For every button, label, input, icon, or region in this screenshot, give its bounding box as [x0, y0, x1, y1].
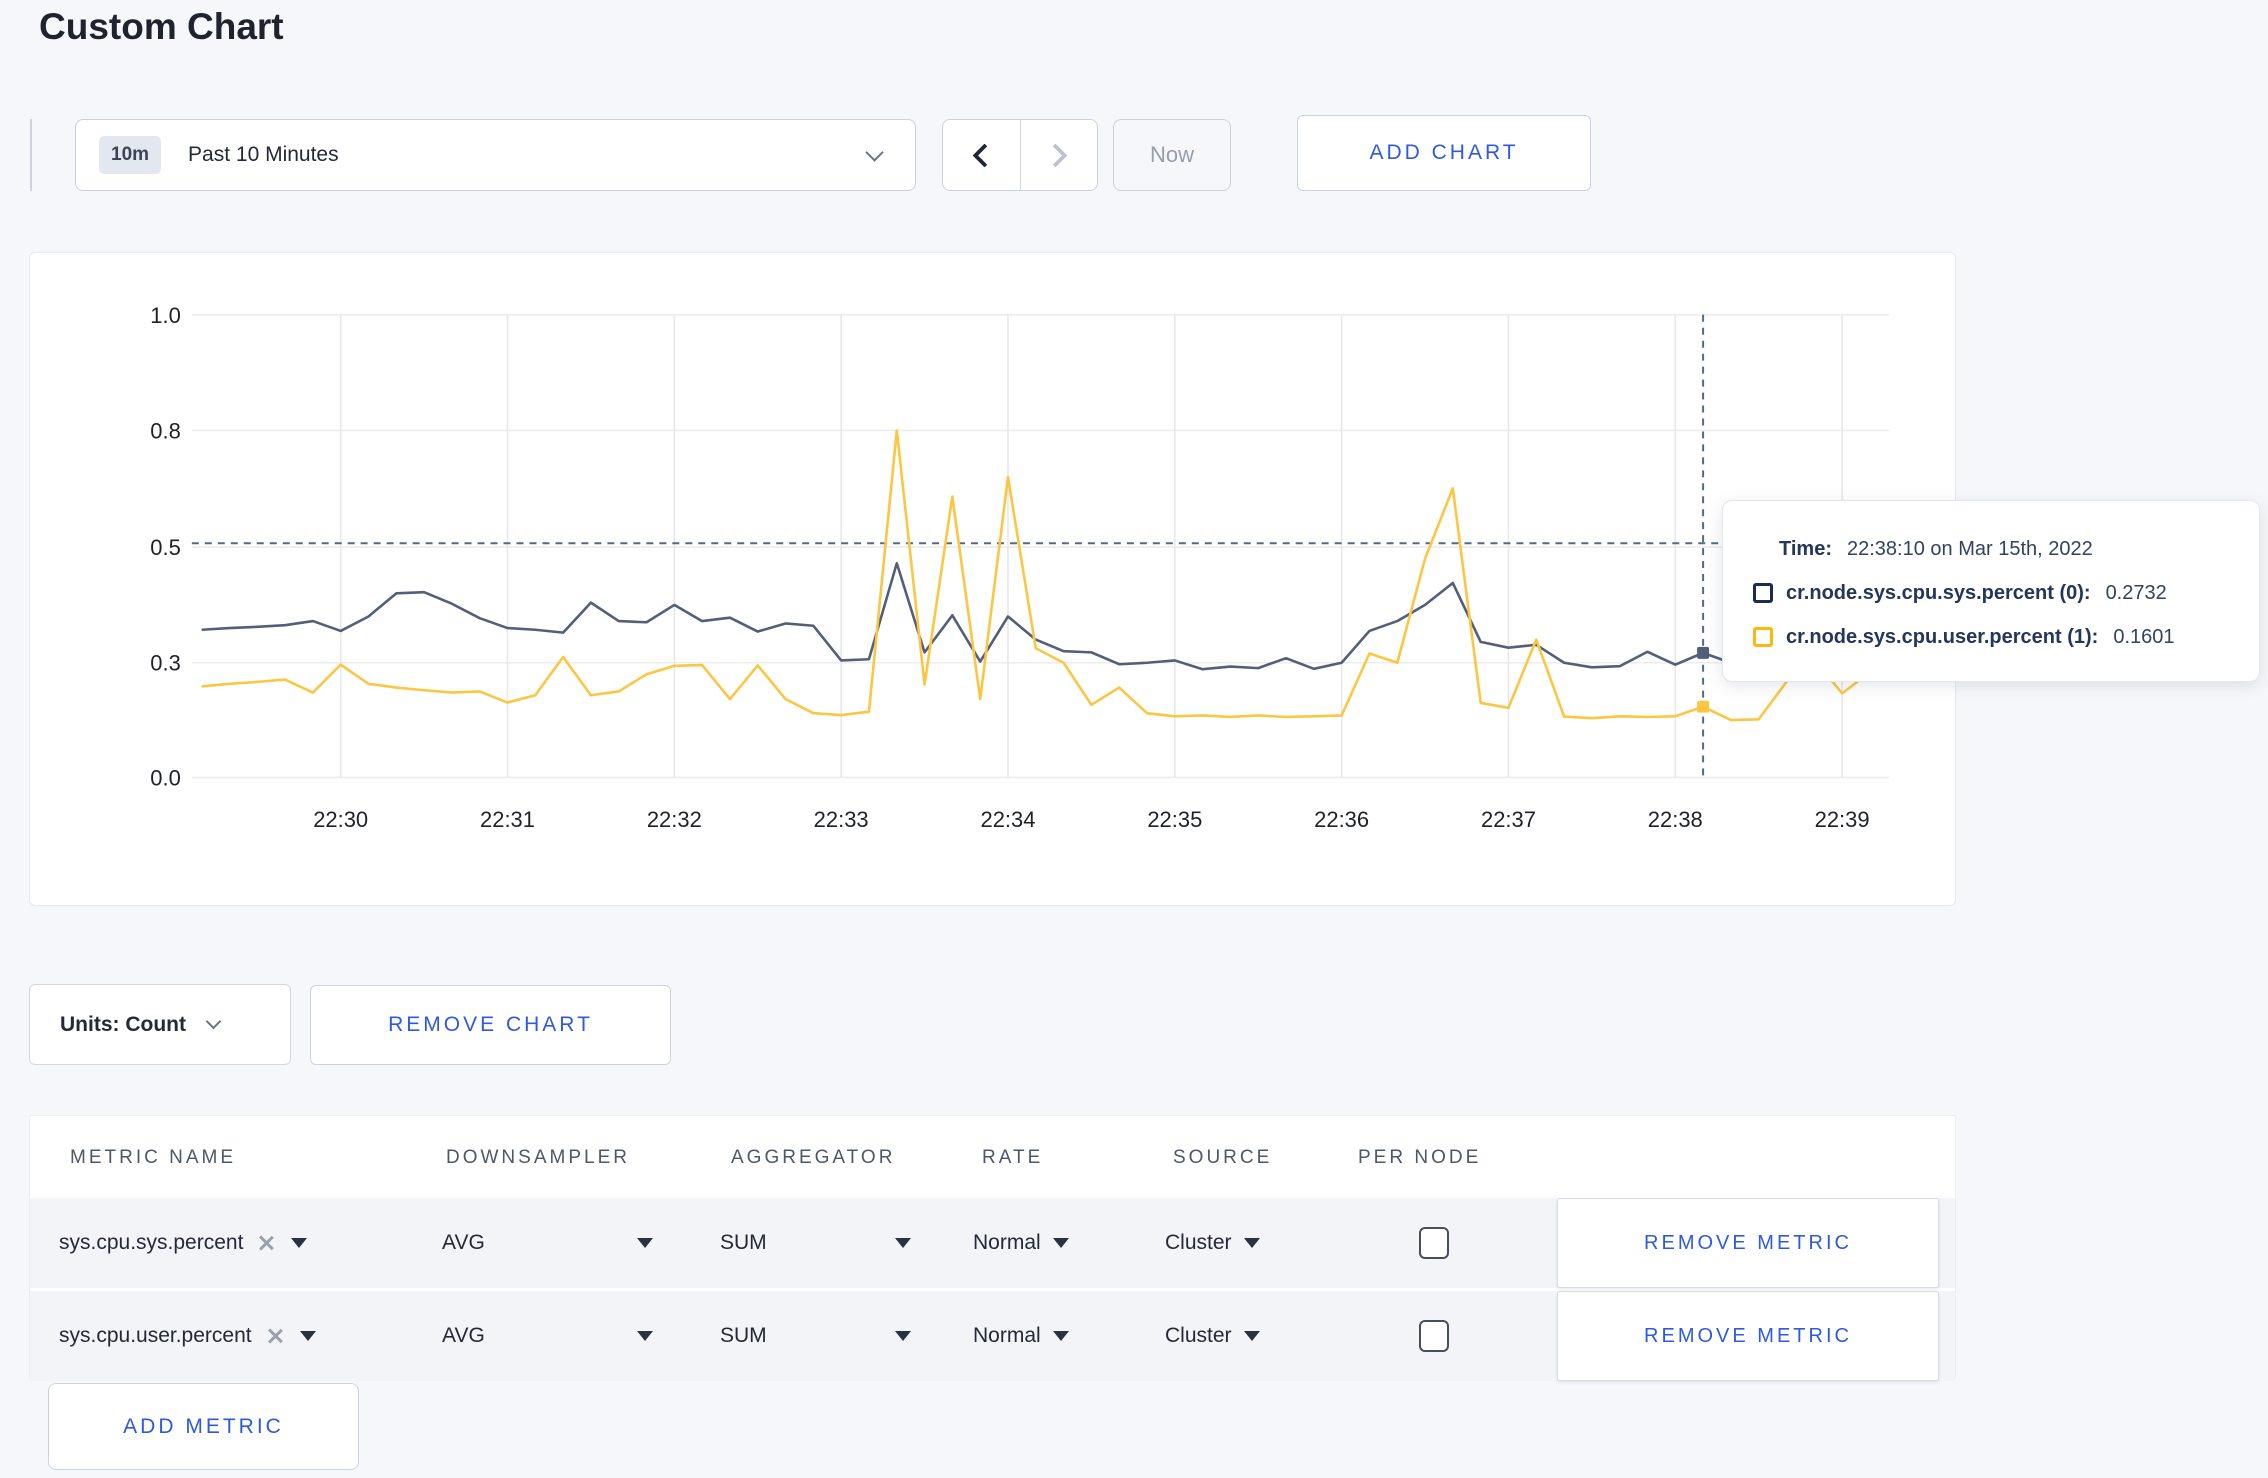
svg-text:22:34: 22:34 [981, 807, 1036, 832]
sys-series-swatch-icon [1753, 583, 1773, 603]
col-header-metric-name: METRIC NAME [70, 1147, 236, 1168]
page-title: Custom Chart [39, 6, 284, 47]
chevron-right-icon [1043, 142, 1068, 168]
rate-dropdown[interactable]: Normal [973, 1291, 1069, 1381]
tooltip-time-value: 22:38:10 on Mar 15th, 2022 [1846, 537, 2093, 560]
chart-card: 0.0 0.3 0.5 0.8 1.0 22:30 22:31 22:32 22:33 22:34… [29, 252, 1956, 906]
svg-text:22:39: 22:39 [1815, 807, 1870, 832]
timeseries-chart[interactable]: 0.0 0.3 0.5 0.8 1.0 22:30 22:31 22:32 22:33 22:34… [30, 253, 1955, 905]
svg-text:0.3: 0.3 [150, 651, 181, 676]
svg-text:0.0: 0.0 [150, 765, 181, 790]
caret-down-icon [1052, 1331, 1069, 1341]
caret-down-icon [1243, 1238, 1260, 1248]
add-chart-button[interactable]: ADD CHART [1297, 115, 1591, 191]
per-node-checkbox[interactable] [1419, 1320, 1449, 1352]
chevron-left-icon [972, 142, 997, 168]
downsampler-dropdown[interactable]: AVG [442, 1291, 662, 1381]
svg-text:22:33: 22:33 [814, 807, 869, 832]
svg-text:22:36: 22:36 [1314, 807, 1369, 832]
time-range-label: Past 10 Minutes [188, 143, 339, 166]
col-header-rate: RATE [982, 1147, 1044, 1168]
time-range-badge: 10m [99, 136, 162, 174]
chart-tooltip: Time: 22:38:10 on Mar 15th, 2022 cr.node… [1722, 500, 2260, 682]
clear-metric-icon[interactable] [266, 1327, 284, 1345]
metric-name-cell: sys.cpu.user.percent [59, 1291, 316, 1381]
remove-metric-button[interactable]: REMOVE METRIC [1557, 1198, 1939, 1288]
metric-dropdown-caret-icon[interactable] [299, 1331, 316, 1341]
caret-down-icon [1243, 1331, 1260, 1341]
metrics-table: METRIC NAME DOWNSAMPLER AGGREGATOR RATE … [29, 1115, 1956, 1381]
remove-chart-button[interactable]: REMOVE CHART [310, 985, 671, 1065]
tooltip-user-value: 0.1601 [2113, 625, 2175, 648]
units-select[interactable]: Units: Count [29, 984, 291, 1065]
col-header-source: SOURCE [1173, 1147, 1273, 1168]
per-node-cell [1419, 1291, 1449, 1381]
metric-row: sys.cpu.sys.percent AVG SUM Normal Clust… [30, 1198, 1955, 1288]
svg-text:1.0: 1.0 [150, 303, 181, 328]
svg-text:22:35: 22:35 [1147, 807, 1202, 832]
svg-text:0.5: 0.5 [150, 535, 181, 560]
svg-text:22:38: 22:38 [1648, 807, 1703, 832]
source-dropdown[interactable]: Cluster [1165, 1198, 1260, 1288]
toolbar-divider [30, 119, 32, 191]
add-metric-button[interactable]: ADD METRIC [48, 1383, 359, 1470]
chevron-down-icon [865, 143, 884, 162]
caret-down-icon [637, 1238, 653, 1248]
svg-text:0.8: 0.8 [150, 418, 181, 443]
user-series-swatch-icon [1753, 627, 1773, 647]
col-header-per-node: PER NODE [1358, 1147, 1482, 1168]
aggregator-dropdown[interactable]: SUM [720, 1198, 920, 1288]
clear-metric-icon[interactable] [257, 1234, 275, 1252]
metrics-table-header: METRIC NAME DOWNSAMPLER AGGREGATOR RATE … [30, 1116, 1955, 1198]
now-button[interactable]: Now [1113, 119, 1231, 191]
tooltip-sys-label: cr.node.sys.cpu.sys.percent (0): [1786, 581, 2091, 604]
svg-text:22:31: 22:31 [480, 807, 535, 832]
caret-down-icon [637, 1331, 653, 1341]
caret-down-icon [1052, 1238, 1069, 1248]
source-dropdown[interactable]: Cluster [1165, 1291, 1260, 1381]
per-node-cell [1419, 1198, 1449, 1288]
col-header-aggregator: AGGREGATOR [731, 1147, 896, 1168]
metric-name-text: sys.cpu.sys.percent [59, 1231, 244, 1254]
aggregator-dropdown[interactable]: SUM [720, 1291, 920, 1381]
units-label: Units: Count [60, 1012, 186, 1036]
caret-down-icon [895, 1331, 911, 1341]
svg-text:22:32: 22:32 [647, 807, 702, 832]
metric-dropdown-caret-icon[interactable] [291, 1238, 308, 1248]
chevron-down-icon [205, 1013, 222, 1030]
tooltip-time-label: Time: [1779, 537, 1832, 560]
svg-text:22:30: 22:30 [313, 807, 368, 832]
next-interval-button[interactable] [1019, 120, 1098, 190]
caret-down-icon [895, 1238, 911, 1248]
time-range-select[interactable]: 10m Past 10 Minutes [75, 119, 916, 191]
prev-interval-button[interactable] [943, 120, 1020, 190]
metric-row: sys.cpu.user.percent AVG SUM Normal Clus… [30, 1291, 1955, 1381]
downsampler-dropdown[interactable]: AVG [442, 1198, 662, 1288]
rate-dropdown[interactable]: Normal [973, 1198, 1069, 1288]
svg-text:22:37: 22:37 [1481, 807, 1536, 832]
metric-name-cell: sys.cpu.sys.percent [59, 1198, 308, 1288]
remove-metric-button[interactable]: REMOVE METRIC [1557, 1291, 1939, 1381]
tooltip-user-label: cr.node.sys.cpu.user.percent (1): [1786, 625, 2099, 648]
tooltip-sys-value: 0.2732 [2105, 581, 2167, 604]
time-pager [942, 119, 1098, 191]
per-node-checkbox[interactable] [1419, 1227, 1449, 1259]
col-header-downsampler: DOWNSAMPLER [446, 1147, 630, 1168]
metric-name-text: sys.cpu.user.percent [59, 1324, 252, 1347]
